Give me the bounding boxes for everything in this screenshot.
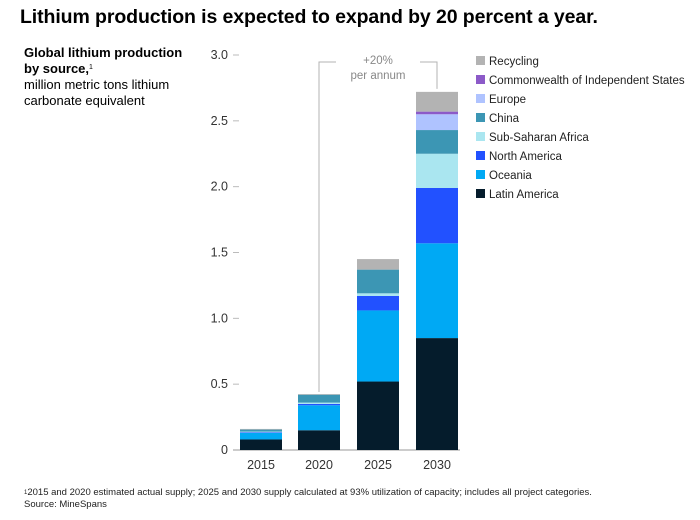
growth-text: per annum	[351, 70, 406, 82]
y-tick-label: 1.5	[211, 246, 228, 260]
legend-swatch	[476, 151, 485, 160]
legend-swatch	[476, 170, 485, 179]
bar-segment	[416, 114, 458, 131]
bar-segment	[240, 439, 282, 450]
bar-segment	[416, 91, 458, 112]
legend-swatch	[476, 189, 485, 198]
growth-annotation: +20% per annum	[318, 54, 438, 393]
bar-segment	[298, 402, 340, 404]
subtitle-bold: Global lithium production by source,	[24, 45, 183, 76]
chart-subtitle: Global lithium production by source,1 mi…	[24, 45, 194, 109]
bar-segment	[416, 111, 458, 115]
bar-segment	[298, 430, 340, 450]
bar-segment	[357, 310, 399, 382]
x-tick-label: 2030	[423, 458, 451, 472]
bar-segment	[240, 431, 282, 433]
legend-label: Europe	[489, 94, 526, 106]
annotation-background	[336, 54, 420, 68]
bar-segment	[416, 187, 458, 244]
subtitle-unit: million metric tons lithium carbonate eq…	[24, 77, 170, 108]
bar-segment	[240, 432, 282, 433]
x-tick-label: 2025	[364, 458, 392, 472]
legend-swatch	[476, 132, 485, 141]
bar-segment	[357, 269, 399, 294]
bar-segment	[416, 338, 458, 450]
bars	[240, 91, 458, 450]
chart-title: Lithium production is expected to expand…	[20, 6, 598, 28]
footnote-marker: 1	[24, 490, 28, 496]
legend-swatch	[476, 75, 485, 84]
y-tick-label: 1.0	[211, 311, 228, 325]
bar-segment	[416, 153, 458, 188]
y-tick-label: 0	[221, 443, 228, 457]
x-tick-label: 2015	[247, 458, 275, 472]
legend-label: China	[489, 113, 520, 125]
y-tick-label: 0.5	[211, 377, 228, 391]
bar-segment	[357, 259, 399, 270]
y-tick-label: 2.5	[211, 114, 228, 128]
growth-value: +20%	[363, 55, 393, 67]
x-tick-label: 2020	[305, 458, 333, 472]
y-tick-label: 3.0	[211, 48, 228, 62]
legend-swatch	[476, 56, 485, 65]
legend-label: North America	[489, 151, 562, 163]
legend-label: Latin America	[489, 189, 559, 201]
x-axis: 2015 2020 2025 2030	[247, 458, 451, 472]
bar-segment	[416, 243, 458, 339]
bar-segment	[240, 429, 282, 432]
subtitle-footnote-marker: 1	[89, 64, 93, 71]
source-text: Source: MineSpans	[24, 499, 107, 510]
bar-segment	[357, 293, 399, 296]
legend-label: Recycling	[489, 56, 539, 68]
bar-segment	[357, 381, 399, 450]
bar-segment	[298, 394, 340, 395]
legend-label: Oceania	[489, 170, 532, 182]
bar-segment	[416, 130, 458, 154]
legend-swatch	[476, 113, 485, 122]
bar-segment	[298, 405, 340, 431]
y-tick-label: 2.0	[211, 180, 228, 194]
bar-segment	[298, 394, 340, 403]
legend: Recycling Commonwealth of Independent Sta…	[476, 56, 685, 201]
legend-label: Commonwealth of Independent States	[489, 75, 685, 87]
footnote-text: 2015 and 2020 estimated actual supply; 2…	[27, 487, 592, 498]
legend-label: Sub-Saharan Africa	[489, 132, 589, 144]
bar-segment	[240, 432, 282, 440]
legend-swatch	[476, 94, 485, 103]
bar-segment	[357, 295, 399, 311]
bar-segment	[298, 403, 340, 406]
stacked-bar-chart: 0 0.5 1.0 1.5 2.0 2.5 3.0 2015 2020 2025 2030 +20…	[211, 48, 685, 472]
footnote: 12015 and 2020 estimated actual supply; …	[24, 487, 592, 511]
bar-segment	[240, 428, 282, 430]
